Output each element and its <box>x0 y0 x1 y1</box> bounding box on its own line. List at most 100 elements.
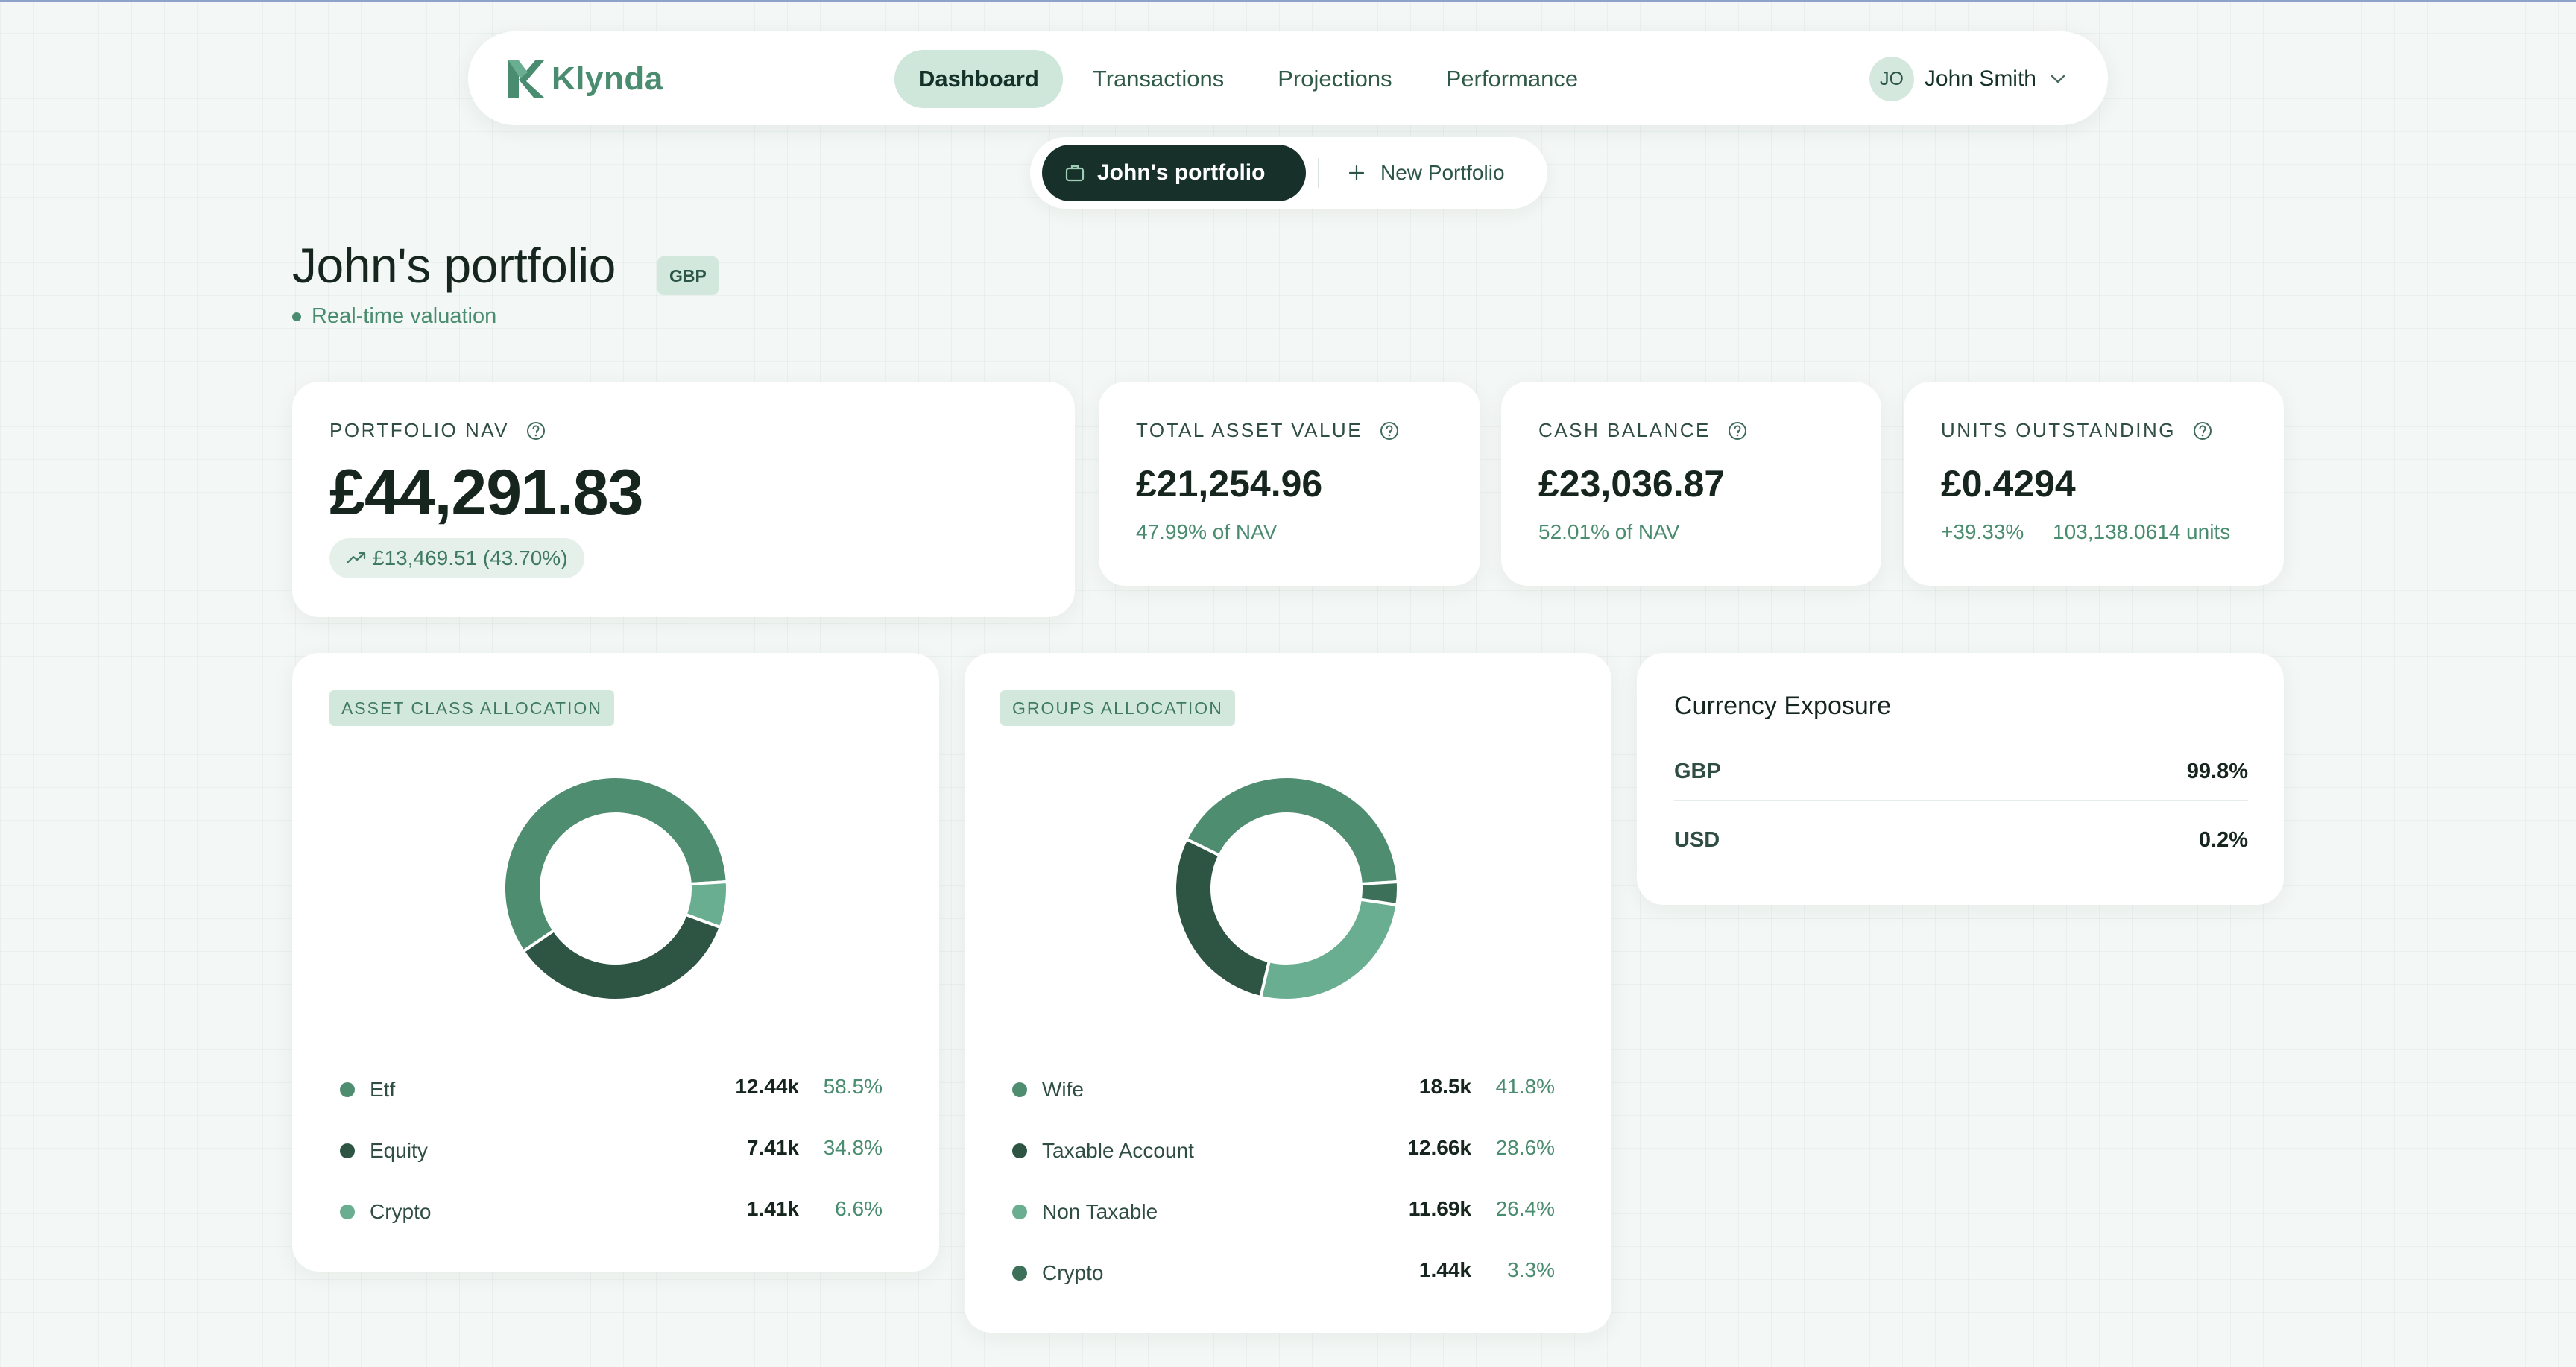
group-slice-crypto[interactable] <box>1358 880 1400 907</box>
legend-percent: 26.4% <box>1495 1197 1555 1220</box>
legend-dot-icon <box>340 1205 355 1219</box>
nav-change-badge: £13,469.51 (43.70%) <box>329 538 584 578</box>
total-asset-value: £21,254.96 <box>1136 463 1323 505</box>
legend-value: 1.41k <box>746 1197 799 1220</box>
main-nav: Dashboard Transactions Projections Perfo… <box>894 50 1608 108</box>
legend-value: 12.66k <box>1407 1136 1471 1159</box>
legend-dot-icon <box>1012 1143 1027 1158</box>
units-outstanding-card: UNITS OUTSTANDING £0.4294 +39.33% 103,13… <box>1904 382 2284 586</box>
user-name: John Smith <box>1924 66 2036 91</box>
units-outstanding-label-text: UNITS OUTSTANDING <box>1941 419 2176 441</box>
legend-item-wife: Wife <box>1012 1075 1084 1105</box>
cash-balance-label: CASH BALANCE <box>1538 419 1748 442</box>
legend-name: Crypto <box>1042 1261 1104 1284</box>
legend-percent: 3.3% <box>1507 1258 1555 1281</box>
cash-balance-card: CASH BALANCE £23,036.87 52.01% of NAV <box>1501 382 1881 586</box>
cash-balance-value: £23,036.87 <box>1538 463 1726 505</box>
top-navbar: Klynda Dashboard Transactions Projection… <box>468 31 2108 125</box>
legend-value: 1.44k <box>1418 1258 1471 1281</box>
cash-balance-sub: 52.01% of NAV <box>1538 520 1680 543</box>
asset-allocation-donut <box>502 775 729 1002</box>
chevron-down-icon <box>2051 75 2065 83</box>
total-asset-card: TOTAL ASSET VALUE £21,254.96 47.99% of N… <box>1099 382 1480 586</box>
legend-item-crypto: Crypto <box>340 1197 431 1227</box>
cash-balance-label-text: CASH BALANCE <box>1538 419 1711 441</box>
group-slice-wife[interactable] <box>1184 775 1400 886</box>
currency-code: USD <box>1674 827 1720 852</box>
asset-slice-etf[interactable] <box>502 775 729 954</box>
legend-dot-icon <box>340 1143 355 1158</box>
legend-name: Etf <box>370 1078 396 1101</box>
units-price-value: £0.4294 <box>1941 463 2076 505</box>
current-portfolio-label: John's portfolio <box>1097 160 1266 185</box>
currency-row-usd: USD 0.2% <box>1674 806 2248 874</box>
briefcase-icon <box>1065 165 1085 182</box>
new-portfolio-label: New Portfolio <box>1380 161 1505 184</box>
legend-item-etf: Etf <box>340 1075 395 1105</box>
legend-percent: 58.5% <box>823 1075 883 1098</box>
nav-transactions[interactable]: Transactions <box>1092 66 1225 92</box>
currency-row-gbp: GBP 99.8% <box>1674 738 2248 805</box>
legend-percent: 41.8% <box>1495 1075 1555 1098</box>
help-icon[interactable] <box>2192 420 2213 441</box>
portfolio-nav-label-text: PORTFOLIO NAV <box>329 419 510 441</box>
asset-slice-crypto[interactable] <box>684 880 729 929</box>
plus-icon <box>1348 165 1365 181</box>
legend-dot-icon <box>1012 1082 1027 1097</box>
nav-dashboard[interactable]: Dashboard <box>894 50 1063 108</box>
units-change: +39.33% <box>1941 520 2024 543</box>
legend-percent: 6.6% <box>835 1197 883 1220</box>
legend-value: 12.44k <box>735 1075 799 1098</box>
group-slice-taxable-account[interactable] <box>1173 837 1272 1000</box>
current-portfolio-button[interactable]: John's portfolio <box>1042 145 1306 201</box>
brand-name: Klynda <box>552 60 663 97</box>
nav-change-text: £13,469.51 (43.70%) <box>373 546 568 569</box>
legend-item-taxable-account: Taxable Account <box>1012 1136 1194 1166</box>
currency-code: GBP <box>1674 759 1721 783</box>
legend-name: Crypto <box>370 1200 432 1223</box>
help-icon[interactable] <box>1727 420 1748 441</box>
legend-value: 7.41k <box>746 1136 799 1159</box>
brand-logo[interactable]: Klynda <box>504 57 663 101</box>
klynda-logo-icon <box>508 60 544 98</box>
groups-allocation-title: GROUPS ALLOCATION <box>1000 690 1235 726</box>
legend-percent: 34.8% <box>823 1136 883 1159</box>
portfolio-switcher: John's portfolio New Portfolio <box>1030 137 1547 209</box>
portfolio-nav-label: PORTFOLIO NAV <box>329 419 546 442</box>
legend-name: Non Taxable <box>1042 1200 1158 1223</box>
switcher-divider <box>1318 158 1319 188</box>
groups-allocation-card: GROUPS ALLOCATION Wife 18.5k 41.8% Taxab… <box>965 653 1611 1333</box>
legend-item-non-taxable: Non Taxable <box>1012 1197 1158 1227</box>
help-icon[interactable] <box>1379 420 1400 441</box>
currency-percent: 99.8% <box>2186 759 2248 783</box>
asset-allocation-card: ASSET CLASS ALLOCATION Etf 12.44k 58.5% … <box>292 653 939 1272</box>
legend-name: Taxable Account <box>1042 1139 1194 1162</box>
page-title: John's portfolio <box>292 238 616 293</box>
legend-name: Wife <box>1042 1078 1084 1101</box>
legend-value: 11.69k <box>1408 1197 1471 1220</box>
portfolio-nav-card: PORTFOLIO NAV £44,291.83 £13,469.51 (43.… <box>292 382 1075 617</box>
units-outstanding-label: UNITS OUTSTANDING <box>1941 419 2213 442</box>
nav-projections[interactable]: Projections <box>1278 66 1392 92</box>
currency-badge: GBP <box>657 256 719 295</box>
help-icon[interactable] <box>525 420 546 441</box>
legend-dot-icon <box>1012 1266 1027 1281</box>
nav-performance[interactable]: Performance <box>1445 66 1579 92</box>
legend-value: 18.5k <box>1418 1075 1471 1098</box>
currency-exposure-title: Currency Exposure <box>1674 692 1892 720</box>
new-portfolio-button[interactable]: New Portfolio <box>1348 145 1505 201</box>
total-asset-label-text: TOTAL ASSET VALUE <box>1136 419 1363 441</box>
valuation-status: Real-time valuation <box>292 304 496 329</box>
legend-dot-icon <box>340 1082 355 1097</box>
units-count: 103,138.0614 units <box>2053 520 2231 543</box>
currency-divider <box>1674 800 2248 801</box>
status-dot-icon <box>292 312 301 321</box>
asset-slice-equity[interactable] <box>521 912 723 1002</box>
legend-dot-icon <box>1012 1205 1027 1219</box>
valuation-status-label: Real-time valuation <box>312 304 497 328</box>
user-menu[interactable]: JO John Smith <box>1869 57 2066 101</box>
group-slice-non-taxable[interactable] <box>1258 897 1399 1002</box>
legend-item-equity: Equity <box>340 1136 428 1166</box>
groups-allocation-donut <box>1173 775 1400 1002</box>
avatar: JO <box>1869 57 1914 101</box>
